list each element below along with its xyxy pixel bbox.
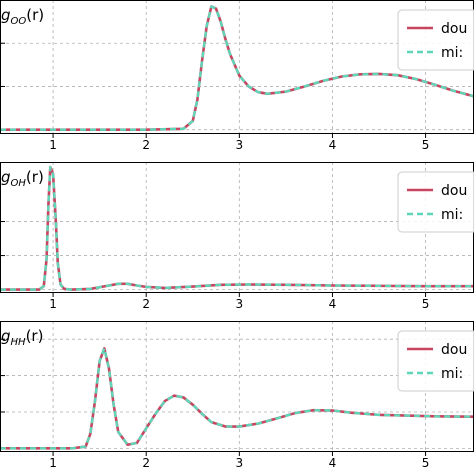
y-label-subscript: HH: [11, 337, 27, 348]
legend-box: [397, 9, 474, 71]
chart-panel-3: 1 2 3 4 5 gHH(r) dou mi:: [0, 321, 474, 470]
legend: dou mi:: [397, 9, 474, 71]
x-tick-label: 2: [142, 138, 150, 152]
y-label-main: g: [1, 168, 11, 186]
x-tick-label: 4: [329, 456, 337, 470]
y-label-tail: (r): [26, 327, 44, 345]
series-line-dashed: [0, 5, 474, 131]
y-label-subscript: OH: [11, 178, 27, 189]
x-tick-label: 2: [142, 297, 150, 311]
x-tick-label: 1: [49, 297, 57, 311]
y-label-subscript: OO: [11, 16, 27, 27]
chart-panel-2: 1 2 3 4 5 gOH(r) dou mi:: [0, 162, 474, 311]
y-label-main: g: [1, 6, 11, 24]
y-label-main: g: [1, 327, 11, 345]
y-axis-label: gOH(r): [1, 168, 44, 189]
legend-label: mi:: [441, 45, 463, 61]
y-label-tail: (r): [26, 168, 44, 186]
legend-label: dou: [441, 342, 467, 358]
legend: dou mi:: [397, 330, 474, 392]
x-tick-label: 4: [329, 138, 337, 152]
x-tick-label: 1: [49, 138, 57, 152]
x-tick-label: 5: [422, 297, 430, 311]
x-tick-label: 5: [422, 456, 430, 470]
legend-label: mi:: [441, 366, 463, 382]
x-tick-label: 4: [329, 297, 337, 311]
legend-label: dou: [441, 21, 467, 37]
legend-box: [397, 330, 474, 392]
y-axis-label: gHH(r): [1, 327, 43, 348]
series-line-dashed: [0, 347, 474, 450]
y-axis-label: gOO(r): [1, 6, 44, 27]
legend-label: mi:: [441, 207, 463, 223]
x-tick-label: 3: [236, 297, 244, 311]
legend-box: [397, 171, 474, 233]
legend: dou mi:: [397, 171, 474, 233]
x-tick-label: 3: [236, 456, 244, 470]
x-tick-label: 2: [142, 456, 150, 470]
series-line-dashed: [0, 165, 474, 291]
x-tick-label: 1: [49, 456, 57, 470]
legend-label: dou: [441, 183, 467, 199]
chart-panel-1: 1 2 3 4 5 gOO(r) dou mi:: [0, 0, 474, 152]
x-tick-label: 5: [422, 138, 430, 152]
y-label-tail: (r): [26, 6, 44, 24]
x-tick-label: 3: [236, 138, 244, 152]
